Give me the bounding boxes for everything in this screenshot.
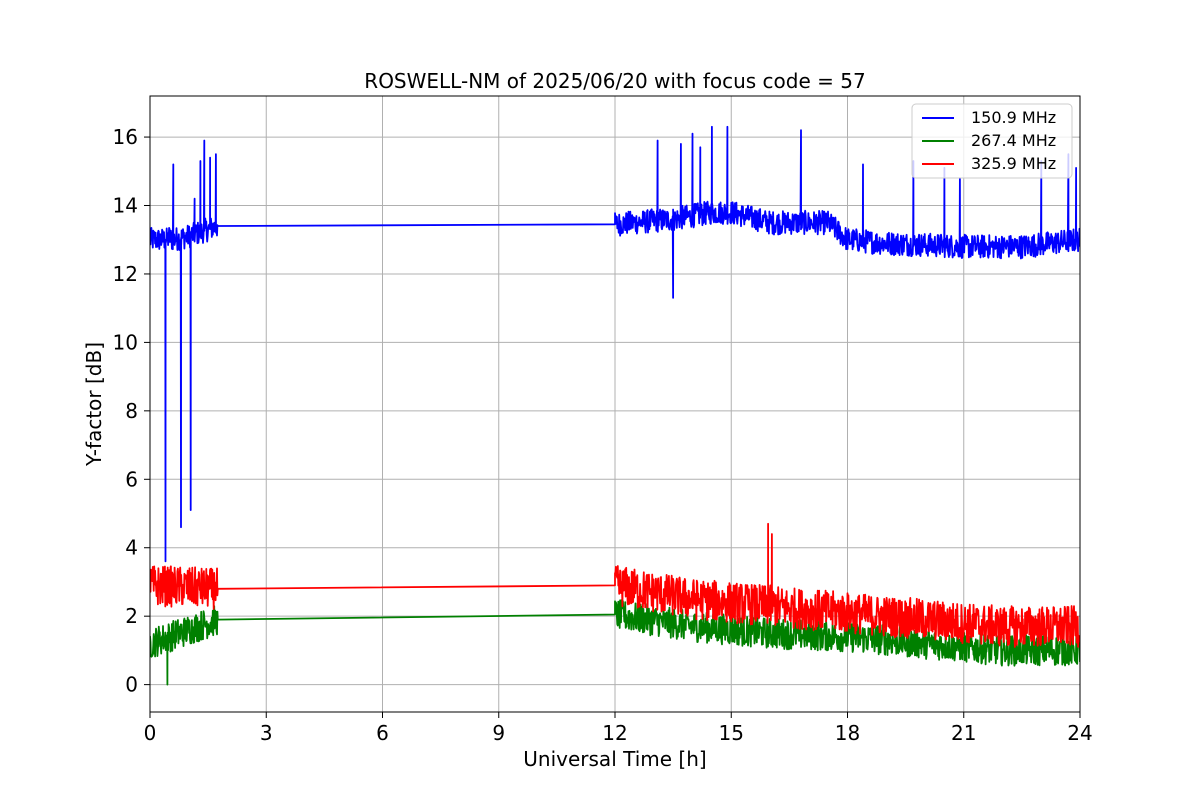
series-group (150, 125, 1080, 686)
series-line-1 (150, 599, 1080, 686)
x-axis-label: Universal Time [h] (523, 747, 706, 771)
y-tick-label: 8 (125, 399, 138, 423)
series-line-2 (150, 522, 1080, 648)
x-axis-ticks: 0 3 6 9 12 15 18 21 24 (144, 712, 1093, 745)
x-tick-label: 24 (1067, 721, 1092, 745)
x-tick-label: 9 (492, 721, 505, 745)
legend-box (911, 103, 1073, 179)
x-tick-label: 0 (144, 721, 157, 745)
y-axis-label: Y-factor [dB] (82, 342, 106, 467)
legend-entry-325-9: 325.9 MHz (971, 154, 1056, 173)
x-tick-label: 15 (719, 721, 744, 745)
y-tick-label: 0 (125, 673, 138, 697)
legend: 150.9 MHz 267.4 MHz 325.9 MHz (911, 103, 1073, 179)
x-tick-label: 12 (602, 721, 627, 745)
legend-entry-150-9: 150.9 MHz (971, 108, 1056, 127)
y-axis-ticks: 0 2 4 6 8 10 12 14 16 (113, 125, 150, 697)
legend-entry-267-4: 267.4 MHz (971, 131, 1056, 150)
x-tick-label: 3 (260, 721, 273, 745)
x-tick-label: 18 (835, 721, 860, 745)
y-tick-label: 4 (125, 536, 138, 560)
series-line-0 (150, 125, 1080, 563)
y-tick-label: 12 (113, 262, 138, 286)
plot-frame (149, 95, 1081, 713)
y-tick-label: 10 (113, 330, 138, 354)
y-tick-label: 2 (125, 604, 138, 628)
y-tick-label: 14 (113, 194, 138, 218)
chart-title: ROSWELL-NM of 2025/06/20 with focus code… (364, 69, 865, 93)
y-tick-label: 6 (125, 467, 138, 491)
x-tick-label: 21 (951, 721, 976, 745)
y-tick-label: 16 (113, 125, 138, 149)
x-tick-label: 6 (376, 721, 389, 745)
